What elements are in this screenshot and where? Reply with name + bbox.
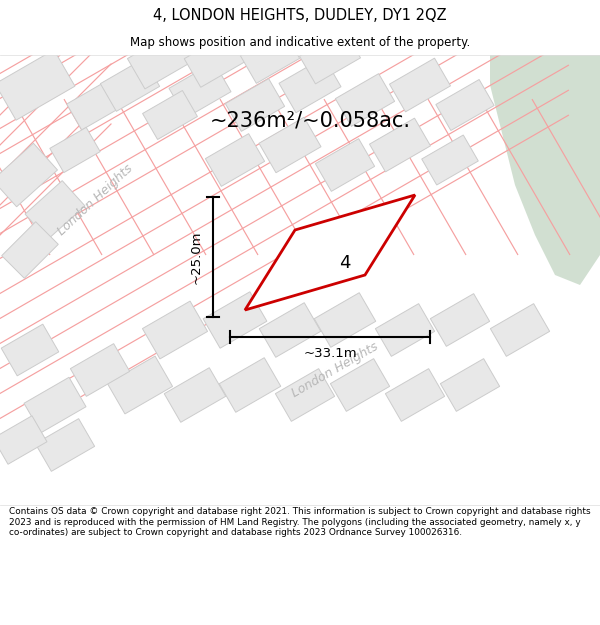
- Polygon shape: [1, 324, 59, 376]
- Text: Contains OS data © Crown copyright and database right 2021. This information is : Contains OS data © Crown copyright and d…: [9, 508, 590, 537]
- Polygon shape: [245, 195, 415, 310]
- Polygon shape: [389, 58, 451, 112]
- Polygon shape: [70, 344, 130, 396]
- Polygon shape: [67, 80, 123, 130]
- Polygon shape: [0, 416, 47, 464]
- Polygon shape: [279, 58, 341, 112]
- Text: ~236m²/~0.058ac.: ~236m²/~0.058ac.: [209, 110, 410, 130]
- Polygon shape: [127, 31, 193, 89]
- Polygon shape: [100, 59, 160, 111]
- Polygon shape: [0, 50, 75, 120]
- Polygon shape: [35, 419, 95, 471]
- Polygon shape: [203, 292, 267, 348]
- Polygon shape: [331, 359, 389, 411]
- Polygon shape: [299, 30, 361, 84]
- Polygon shape: [259, 302, 321, 358]
- Text: 4, LONDON HEIGHTS, DUDLEY, DY1 2QZ: 4, LONDON HEIGHTS, DUDLEY, DY1 2QZ: [153, 8, 447, 23]
- Polygon shape: [107, 356, 173, 414]
- Polygon shape: [205, 134, 265, 186]
- Polygon shape: [169, 62, 231, 118]
- Polygon shape: [25, 181, 85, 239]
- Polygon shape: [259, 118, 321, 172]
- Text: ~33.1m: ~33.1m: [303, 347, 357, 360]
- Polygon shape: [440, 359, 500, 411]
- Polygon shape: [385, 369, 445, 421]
- Polygon shape: [490, 304, 550, 356]
- Text: London Heights: London Heights: [289, 340, 380, 400]
- Polygon shape: [370, 118, 431, 172]
- Text: ~25.0m: ~25.0m: [190, 230, 203, 284]
- Polygon shape: [184, 32, 246, 88]
- Polygon shape: [143, 91, 197, 139]
- Polygon shape: [164, 368, 226, 423]
- Polygon shape: [376, 304, 434, 356]
- Polygon shape: [241, 31, 299, 83]
- Polygon shape: [430, 294, 490, 346]
- Polygon shape: [335, 74, 395, 126]
- Polygon shape: [0, 143, 58, 207]
- Polygon shape: [50, 127, 100, 172]
- Polygon shape: [422, 135, 478, 185]
- Polygon shape: [219, 357, 281, 412]
- Polygon shape: [275, 369, 335, 421]
- Text: London Heights: London Heights: [55, 162, 135, 238]
- Polygon shape: [436, 79, 494, 131]
- Polygon shape: [2, 222, 58, 278]
- Polygon shape: [314, 292, 376, 348]
- Polygon shape: [142, 301, 208, 359]
- Polygon shape: [24, 378, 86, 432]
- Text: 4: 4: [339, 254, 351, 271]
- Polygon shape: [316, 139, 374, 191]
- Text: Map shows position and indicative extent of the property.: Map shows position and indicative extent…: [130, 36, 470, 49]
- Polygon shape: [226, 79, 284, 131]
- Polygon shape: [490, 55, 600, 285]
